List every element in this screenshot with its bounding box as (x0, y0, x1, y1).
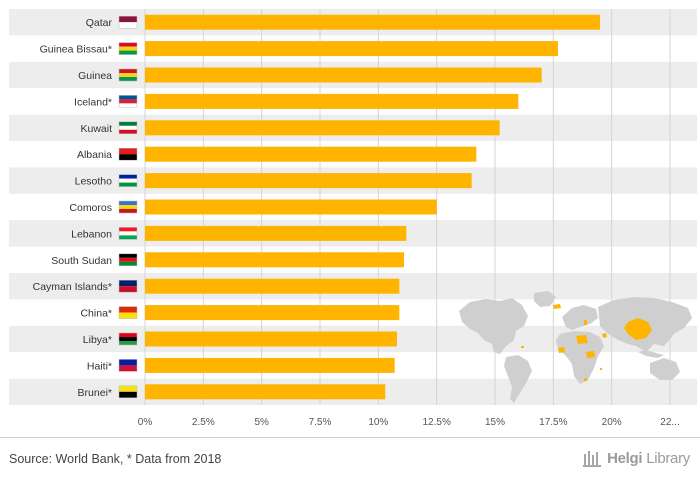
x-tick-label: 12.5% (422, 417, 450, 428)
bar (145, 225, 407, 241)
category-label: Lesotho (75, 176, 113, 188)
flag-icon (118, 68, 138, 82)
map-highlight-comoros (600, 368, 602, 370)
x-tick-label: 5% (254, 417, 269, 428)
bars (145, 14, 600, 400)
x-tick-label: 0% (138, 417, 153, 428)
world-map-inset (459, 291, 692, 403)
flag-icon (118, 332, 138, 346)
bar (145, 331, 397, 347)
bar (145, 14, 600, 30)
flag-icon (118, 95, 138, 108)
flag-icon (118, 42, 138, 55)
map-highlight-south-sudan (586, 351, 595, 358)
category-label: Brunei* (78, 387, 112, 399)
source-note: Source: World Bank, * Data from 2018 (9, 452, 222, 466)
flag-icon (118, 15, 138, 29)
category-label: Lebanon (71, 228, 112, 240)
category-label: Qatar (86, 17, 113, 29)
bar (145, 199, 437, 215)
bar (145, 252, 404, 268)
bar (145, 305, 400, 321)
category-label: Guinea Bissau* (40, 44, 112, 56)
country-flags (118, 15, 138, 399)
bar (145, 146, 477, 162)
bar (145, 93, 519, 109)
bar (145, 173, 472, 189)
flag-icon (118, 227, 138, 240)
flag-icon (118, 200, 138, 214)
x-tick-label: 22... (660, 417, 679, 428)
logo-text-b: Library (646, 449, 690, 467)
logo-text-a: Helgi (607, 449, 643, 467)
helgi-library-logo: Helgi Library (583, 449, 690, 467)
flag-icon (118, 279, 138, 293)
map-highlight-haiti (521, 346, 524, 348)
category-label: Kuwait (80, 123, 112, 135)
bar (145, 384, 386, 400)
bar-chart: Qatar Guinea Bissau* Guinea Iceland* Kuwait A… (9, 9, 697, 428)
category-label: Cayman Islands* (33, 281, 112, 293)
category-labels: Qatar Guinea Bissau* Guinea Iceland* Kuwait A… (33, 17, 113, 399)
x-axis-ticks: 0% 2.5% 5% 7.5% 10% 12.5% 15% 17.5% 20% 22... (138, 417, 680, 428)
flag-icon (118, 385, 138, 399)
category-label: Guinea (78, 70, 112, 82)
bar (145, 120, 500, 136)
flag-icon (118, 174, 138, 187)
x-tick-label: 20% (602, 417, 622, 428)
flag-icon (118, 359, 138, 372)
library-building-icon (583, 451, 602, 467)
map-europe (562, 305, 598, 330)
map-highlight-iceland (553, 304, 561, 309)
x-tick-label: 17.5% (539, 417, 567, 428)
map-highlight-lesotho (584, 378, 587, 381)
category-label: Libya* (83, 334, 112, 346)
category-label: Iceland* (74, 96, 112, 108)
map-australia (650, 358, 680, 380)
map-greenland (534, 291, 556, 307)
flag-icon (118, 253, 138, 267)
map-highlight-china (624, 318, 652, 340)
map-indonesia (638, 350, 664, 358)
footer: Source: World Bank, * Data from 2018 Hel… (0, 437, 700, 484)
bar (145, 278, 400, 294)
x-tick-label: 15% (485, 417, 505, 428)
map-highlight-albania (584, 320, 587, 325)
flag-icon (118, 147, 138, 161)
category-label: Haiti* (87, 360, 112, 372)
map-north-america (459, 298, 528, 354)
x-tick-label: 10% (368, 417, 388, 428)
flag-icon (118, 121, 138, 135)
x-tick-label: 2.5% (192, 417, 215, 428)
category-label: South Sudan (51, 255, 112, 267)
map-africa (556, 331, 604, 384)
map-highlight-libya (576, 335, 588, 344)
map-highlight-kuwait-qatar (602, 333, 607, 338)
bar (145, 67, 542, 83)
category-label: Comoros (69, 202, 112, 214)
bar (145, 357, 395, 373)
map-south-america (504, 355, 532, 403)
flag-icon (118, 306, 138, 319)
bar (145, 41, 558, 57)
category-label: China* (80, 308, 112, 320)
x-tick-label: 7.5% (309, 417, 332, 428)
category-label: Albania (77, 149, 112, 161)
map-highlight-guinea (558, 347, 565, 353)
